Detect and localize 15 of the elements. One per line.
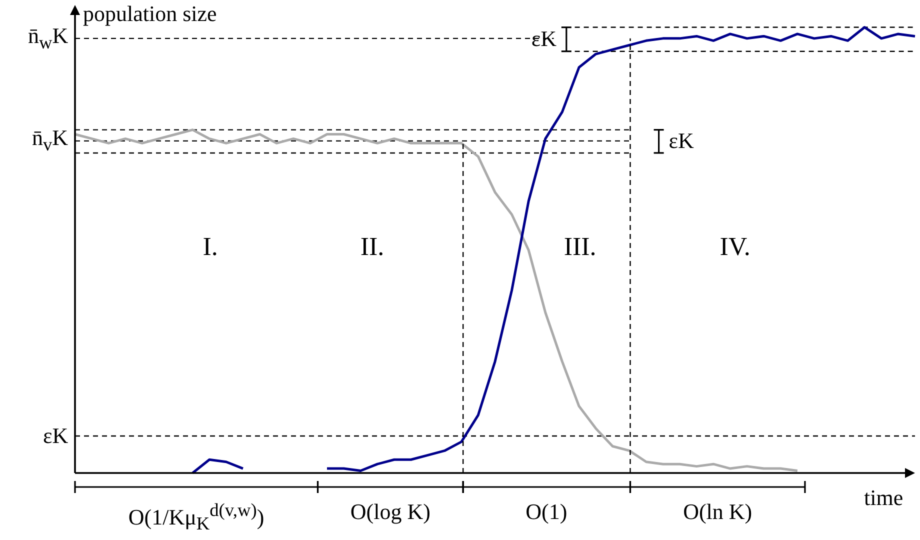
text: O(1) bbox=[526, 499, 568, 524]
text: O(1/Kμ$_{K}$$^{d(v,w)}$) bbox=[128, 500, 264, 534]
annotation: III. bbox=[564, 232, 596, 261]
annotation: εK bbox=[531, 26, 557, 52]
text: O(ln K) bbox=[683, 499, 752, 524]
x-axis-title: time bbox=[864, 485, 904, 510]
ref-line-label: n̄$_{v}$K bbox=[32, 125, 68, 155]
ref-line-label: εK bbox=[43, 423, 68, 448]
y-axis-title: population size bbox=[83, 1, 217, 26]
text: O(log K) bbox=[350, 499, 430, 524]
annotation: I. bbox=[202, 232, 218, 261]
annotation: IV. bbox=[720, 232, 750, 261]
annotation: II. bbox=[360, 232, 384, 261]
ref-line-label: n̄$_{w}$K bbox=[28, 22, 68, 52]
annotation: εK bbox=[668, 128, 694, 154]
